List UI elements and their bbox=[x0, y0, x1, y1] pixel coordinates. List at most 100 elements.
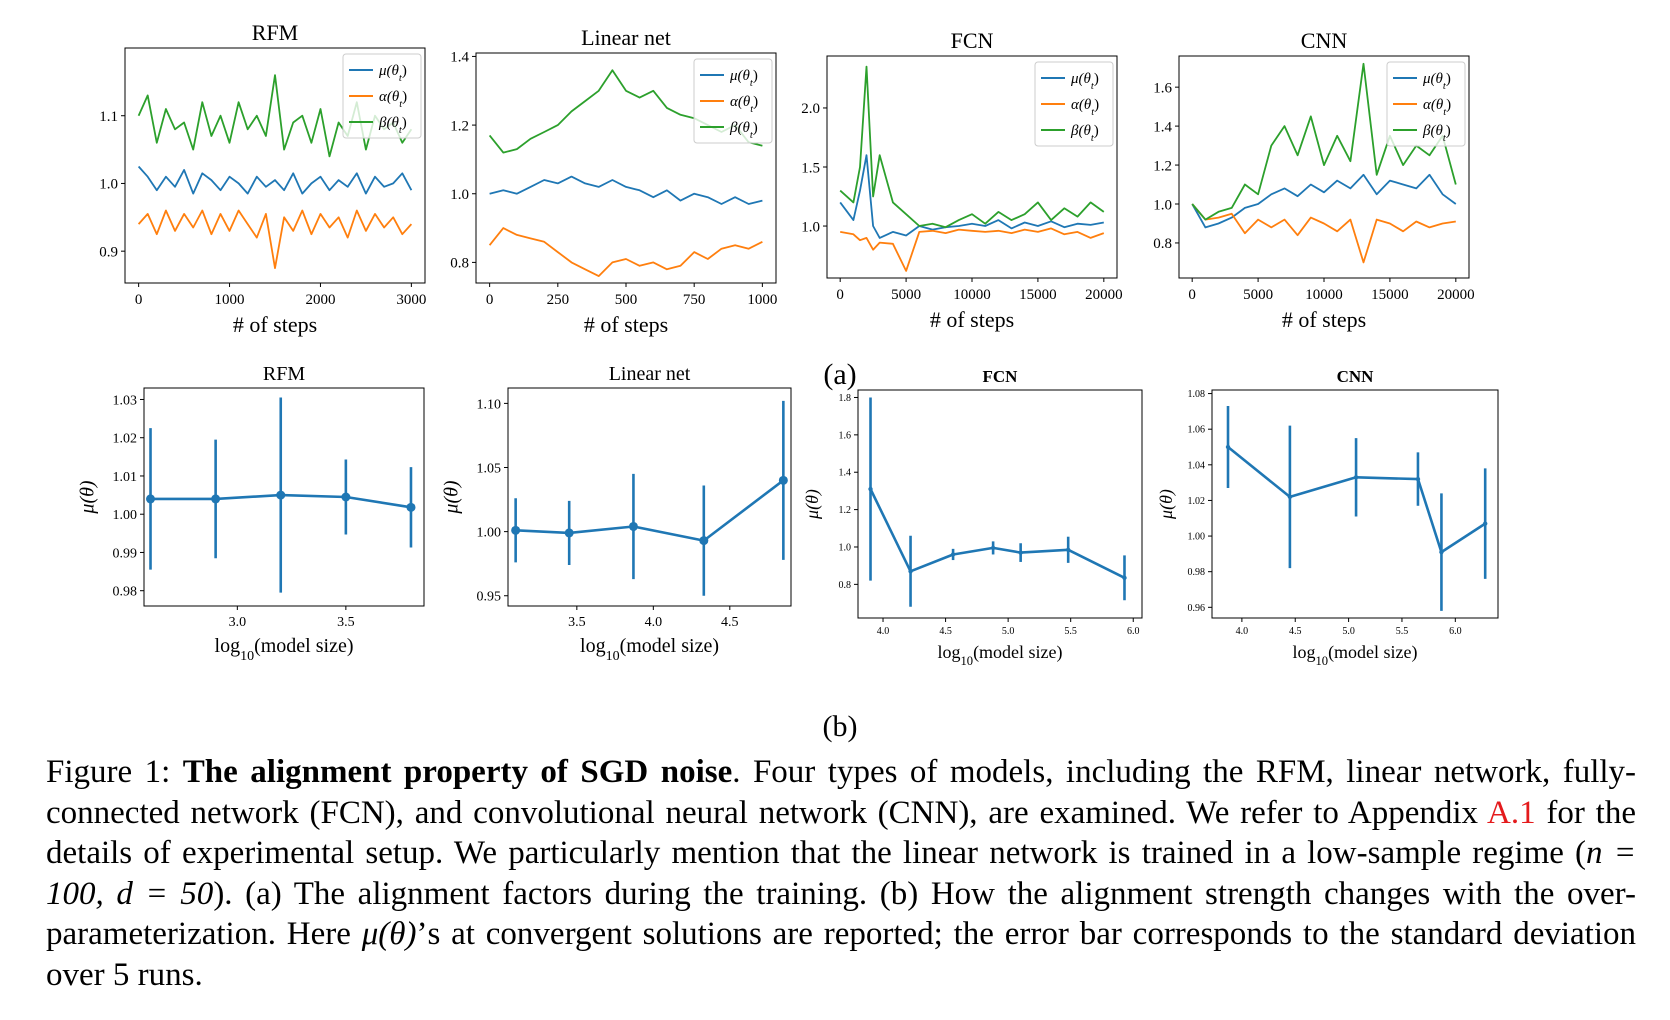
figure-canvas: RFM 0 1000 2000 3000 0.9 1.0 1.1 # of steps μ(θt)… bbox=[77, 20, 1499, 668]
y-tick-label: 1.2 bbox=[450, 118, 469, 134]
chart-a-linear: Linear net 0 250 500 750 1000 0.8 1.0 1.2 1.4 # of… bbox=[450, 25, 777, 337]
data-point bbox=[628, 521, 638, 531]
series-line bbox=[137, 209, 413, 270]
y-tick-label: 1.6 bbox=[839, 430, 852, 441]
chart-title: FCN bbox=[951, 28, 994, 53]
data-point bbox=[950, 552, 956, 557]
caption-text-2: for the details of experimental setup. W… bbox=[46, 794, 1636, 872]
y-tick-label: 1.10 bbox=[477, 397, 502, 412]
y-tick-label: 2.0 bbox=[801, 101, 820, 117]
data-point bbox=[276, 490, 286, 500]
x-tick-label: 4.5 bbox=[1289, 626, 1302, 637]
y-axis-label: μ(θ) bbox=[1156, 489, 1177, 520]
data-point bbox=[1353, 475, 1359, 480]
legend-label: μ(θt) bbox=[1070, 71, 1099, 92]
x-axis-label: log10(model size) bbox=[937, 642, 1062, 668]
y-tick-label: 1.2 bbox=[1153, 158, 1172, 174]
series-line bbox=[1191, 203, 1456, 264]
series-line bbox=[515, 479, 785, 542]
y-axis-label: μ(θ) bbox=[802, 489, 823, 520]
legend-box bbox=[693, 58, 773, 144]
x-tick-label: 15000 bbox=[1019, 287, 1057, 303]
y-tick-label: 0.8 bbox=[839, 580, 852, 591]
y-tick-label: 1.05 bbox=[477, 461, 502, 476]
x-tick-label: 6.0 bbox=[1127, 626, 1140, 637]
y-tick-label: 1.8 bbox=[839, 393, 852, 404]
figure-caption: Figure 1: The alignment property of SGD … bbox=[46, 752, 1636, 995]
y-tick-label: 1.0 bbox=[801, 219, 820, 235]
series-line bbox=[1191, 62, 1457, 221]
legend-label: μ(θt) bbox=[1422, 71, 1451, 92]
data-point bbox=[1065, 547, 1071, 552]
y-tick-label: 1.1 bbox=[99, 109, 118, 125]
y-tick-label: 0.99 bbox=[113, 546, 138, 561]
plot-frame bbox=[1211, 389, 1499, 619]
y-tick-label: 1.02 bbox=[1188, 496, 1206, 507]
x-tick-label: 3.0 bbox=[229, 615, 247, 630]
y-tick-label: 1.03 bbox=[113, 393, 138, 408]
y-axis-label: μ(θ) bbox=[77, 480, 99, 515]
row-b-label: (b) bbox=[822, 710, 858, 743]
plot-frame bbox=[143, 387, 425, 607]
x-tick-label: 20000 bbox=[1085, 287, 1123, 303]
x-tick-label: 10000 bbox=[1305, 287, 1343, 303]
data-point bbox=[990, 545, 996, 551]
chart-title: CNN bbox=[1301, 28, 1348, 53]
data-point bbox=[1415, 476, 1421, 482]
chart-title: Linear net bbox=[581, 25, 671, 50]
x-tick-label: 1000 bbox=[747, 292, 777, 308]
plot-frame bbox=[507, 387, 792, 607]
chart-title: RFM bbox=[252, 20, 298, 45]
chart-b-linear: Linear net 3.5 4.0 4.5 0.95 1.00 1.05 1.10 log10… bbox=[441, 363, 792, 664]
data-point bbox=[211, 494, 221, 504]
y-tick-label: 0.95 bbox=[477, 590, 502, 605]
y-tick-label: 1.02 bbox=[113, 432, 138, 447]
series-line bbox=[839, 65, 1105, 229]
y-tick-label: 1.0 bbox=[1153, 197, 1172, 213]
x-tick-label: 0 bbox=[836, 287, 844, 303]
chart-title: RFM bbox=[263, 363, 305, 385]
data-point bbox=[778, 475, 788, 485]
caption-math-2: μ(θ) bbox=[361, 916, 417, 952]
y-tick-label: 1.00 bbox=[1188, 532, 1206, 543]
x-tick-label: 750 bbox=[683, 292, 706, 308]
figure: RFM 0 1000 2000 3000 0.9 1.0 1.1 # of steps μ(θt)… bbox=[77, 20, 1499, 743]
x-tick-label: 5.5 bbox=[1396, 626, 1409, 637]
y-tick-label: 1.4 bbox=[450, 50, 469, 66]
y-tick-label: 1.08 bbox=[1188, 389, 1206, 400]
x-tick-label: 6.0 bbox=[1449, 626, 1462, 637]
x-tick-label: 5.0 bbox=[1342, 626, 1355, 637]
data-point bbox=[146, 494, 156, 504]
y-tick-label: 1.2 bbox=[839, 505, 852, 516]
series-line bbox=[489, 175, 763, 205]
data-point bbox=[1122, 575, 1127, 581]
legend-box bbox=[342, 53, 422, 139]
x-tick-label: 5000 bbox=[1243, 287, 1273, 303]
appendix-link[interactable]: A.1 bbox=[1487, 794, 1536, 831]
plot-frame bbox=[124, 47, 426, 284]
x-tick-label: 500 bbox=[615, 292, 638, 308]
caption-text-3: ). (a) The alignment factors during the … bbox=[46, 875, 1636, 953]
y-tick-label: 1.6 bbox=[1153, 80, 1172, 96]
data-point bbox=[564, 528, 574, 538]
y-tick-label: 1.0 bbox=[450, 187, 469, 203]
y-tick-label: 0.9 bbox=[99, 244, 118, 260]
data-point bbox=[908, 569, 913, 574]
x-axis-label: # of steps bbox=[1282, 307, 1366, 332]
x-tick-label: 4.5 bbox=[721, 615, 739, 630]
x-tick-label: 4.0 bbox=[877, 626, 890, 637]
x-axis-label: # of steps bbox=[233, 312, 317, 337]
series-line bbox=[488, 227, 763, 278]
x-tick-label: 0 bbox=[1188, 287, 1196, 303]
data-point bbox=[1018, 550, 1023, 555]
y-tick-label: 1.00 bbox=[113, 508, 138, 523]
x-tick-label: 2000 bbox=[305, 292, 335, 308]
x-axis-label: # of steps bbox=[930, 307, 1014, 332]
x-tick-label: 5000 bbox=[891, 287, 921, 303]
x-tick-label: 20000 bbox=[1437, 287, 1475, 303]
data-point bbox=[511, 525, 521, 535]
chart-b-cnn: CNN 4.0 4.5 5.0 5.5 6.0 0.96 0.98 1.00 1.02 1.04 1.… bbox=[1156, 367, 1499, 668]
x-axis-label: log10(model size) bbox=[1292, 642, 1417, 668]
legend-label: β(θt) bbox=[729, 120, 758, 141]
y-tick-label: 1.01 bbox=[113, 470, 138, 485]
